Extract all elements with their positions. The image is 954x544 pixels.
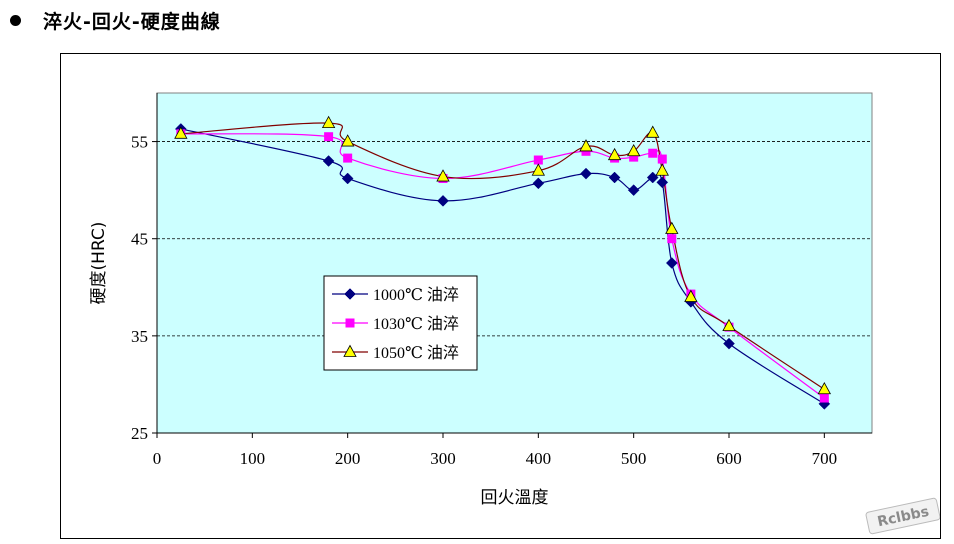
line-chart: 25 35 45 55 0 100 200 300 400 500 600 700 回火溫度 硬度(HRC… (89, 92, 940, 535)
series-3-point (722, 318, 736, 332)
series-3-point (321, 115, 336, 129)
series-2-point (533, 155, 543, 165)
series-3-point (817, 381, 832, 395)
series-3-point (531, 163, 546, 176)
legend-label-2: 1030℃ 油淬 (373, 315, 459, 333)
y-tick-label: 55 (131, 133, 148, 152)
legend-marker-2 (345, 318, 355, 328)
series-2-point (657, 154, 667, 164)
series-1-point (322, 155, 335, 167)
series-3-point (436, 169, 450, 182)
y-tick-label: 45 (131, 230, 148, 249)
legend-marker-3 (343, 344, 357, 357)
series-2-point (343, 153, 353, 163)
x-axis-title: 回火溫度 (481, 488, 549, 508)
y-axis-title: 硬度(HRC) (89, 222, 109, 305)
watermark-stamp: Rclbbs (865, 497, 940, 535)
series-3-point (579, 139, 593, 152)
legend-label-3: 1050℃ 油淬 (373, 344, 459, 362)
series-3-point (626, 143, 641, 157)
x-tick-label: 400 (526, 449, 552, 468)
bullet-icon (10, 14, 21, 26)
series-3-point (665, 221, 679, 234)
series-1-point (627, 184, 640, 196)
x-tick-label: 0 (153, 449, 162, 468)
series-2-point (648, 148, 658, 158)
series-1-point (580, 167, 592, 180)
series-1-point (437, 194, 449, 207)
series-3-point (655, 163, 669, 176)
series-3-point (684, 289, 698, 302)
watermark-badge (865, 497, 940, 535)
series-2-point (629, 152, 639, 162)
series-2-point (819, 393, 829, 403)
series-1-point (646, 171, 659, 184)
series-1-point (723, 337, 735, 350)
series-1-point (341, 172, 354, 185)
plot-area (156, 92, 873, 434)
x-tick-label: 200 (335, 449, 361, 468)
x-tick-label: 500 (621, 449, 647, 468)
series-3-point (646, 125, 660, 138)
heading-title: 淬火-回火-硬度曲線 (43, 10, 221, 33)
x-tick-label: 300 (430, 449, 456, 468)
legend-label-1: 1000℃ 油淬 (373, 286, 459, 304)
x-tick-label: 700 (812, 449, 838, 468)
legend-marker-1 (344, 288, 356, 300)
series-2-point (324, 132, 334, 142)
series-3-point (174, 126, 188, 139)
page-heading: 淬火-回火-硬度曲線 (10, 4, 221, 36)
x-tick-label: 100 (240, 449, 265, 468)
y-tick-label: 25 (131, 424, 148, 443)
series-1-point (608, 171, 621, 184)
series-1-point (665, 257, 678, 269)
series-3-point (607, 147, 622, 161)
series-3-point (340, 134, 355, 147)
x-tick-label: 600 (716, 449, 742, 468)
series-1-point (656, 176, 669, 189)
series-1-point (532, 177, 545, 190)
chart-frame: 25 35 45 55 0 100 200 300 400 500 600 700 回火溫度 硬度(HRC… (60, 53, 941, 539)
y-tick-label: 35 (131, 327, 148, 346)
series-2-point (667, 234, 677, 244)
